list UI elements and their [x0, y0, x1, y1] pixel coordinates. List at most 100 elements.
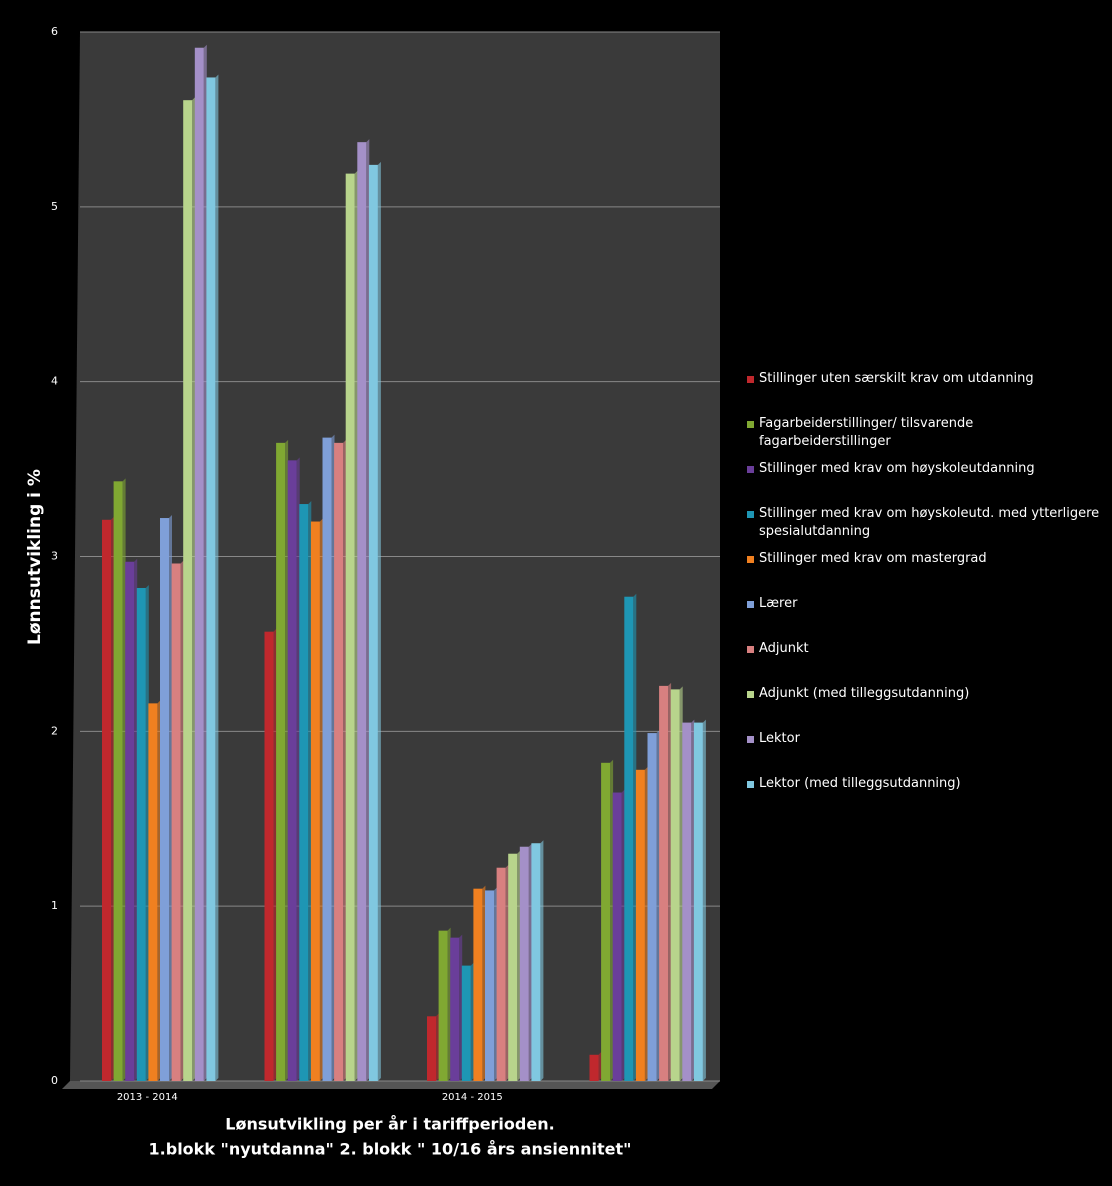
bar [531, 843, 541, 1081]
legend-item: Stillinger med krav om høyskoleutdanning [745, 460, 1105, 505]
bar-side [111, 516, 114, 1081]
bar-side [494, 887, 497, 1081]
bar [264, 631, 274, 1081]
bar [310, 521, 320, 1081]
bar [287, 460, 297, 1081]
legend-swatch [747, 556, 754, 563]
bar [496, 867, 506, 1081]
legend-swatch [747, 646, 754, 653]
bar [368, 164, 378, 1081]
bar-side [470, 962, 474, 1081]
legend-item: Stillinger uten særskilt krav om utdanni… [745, 370, 1105, 415]
bar-side [540, 840, 544, 1081]
bar-side [192, 97, 196, 1081]
bar-side [482, 885, 486, 1081]
bar [206, 77, 216, 1081]
legend-item: Stillinger med krav om høyskoleutd. med … [745, 505, 1105, 550]
bar-side [598, 1051, 602, 1081]
bar-side [354, 170, 358, 1082]
bar [171, 563, 181, 1081]
bar-side [679, 686, 683, 1081]
bar-side [273, 628, 277, 1081]
legend-label: Stillinger med krav om høyskoleutd. med … [759, 506, 1100, 539]
bar [334, 442, 344, 1081]
legend-swatch [747, 466, 754, 473]
legend-label: Fagarbeiderstillinger/ tilsvarende fagar… [759, 416, 974, 449]
bar-side [331, 434, 335, 1081]
bar [102, 519, 111, 1081]
bar-side [285, 439, 289, 1081]
legend-swatch [747, 376, 754, 383]
bar [194, 47, 204, 1082]
bar [508, 853, 518, 1081]
bar-side [621, 789, 625, 1081]
x-axis-label: 1.blokk "nyutdanna" 2. blokk " 10/16 års… [149, 1140, 632, 1159]
legend-item: Stillinger med krav om mastergrad [745, 550, 1105, 595]
bar [136, 587, 146, 1081]
legend-item: Adjunkt (med tilleggsutdanning) [745, 685, 1105, 730]
legend-label: Stillinger med krav om mastergrad [759, 551, 987, 566]
bar [438, 930, 448, 1081]
legend-swatch [747, 691, 754, 698]
y-tick-label: 5 [51, 200, 58, 213]
bar-side [377, 161, 381, 1081]
legend-item: Adjunkt [745, 640, 1105, 685]
legend-swatch [747, 781, 754, 788]
bar [635, 769, 645, 1081]
bar [357, 142, 367, 1081]
y-tick-label: 3 [51, 550, 58, 563]
bar [519, 846, 529, 1081]
legend: Stillinger uten særskilt krav om utdanni… [745, 370, 1105, 820]
legend-label: Lektor (med tilleggsutdanning) [759, 776, 961, 791]
bar [160, 518, 169, 1081]
bar [624, 596, 634, 1081]
bar-side [134, 558, 138, 1081]
bar-side [169, 515, 172, 1081]
bar-side [308, 501, 312, 1081]
bar-side [447, 927, 451, 1081]
bar-side [122, 478, 126, 1081]
bar-side [296, 457, 300, 1081]
y-tick-label: 0 [51, 1074, 58, 1087]
bar-side [610, 759, 614, 1081]
bar [183, 100, 193, 1081]
bar [276, 442, 286, 1081]
bar-side [203, 44, 207, 1082]
bar [612, 792, 622, 1081]
bar-side [528, 843, 532, 1081]
bar [601, 762, 611, 1081]
x-tick-label: 2013 - 2014 [117, 1092, 178, 1103]
bar-side [691, 719, 695, 1081]
bar [148, 703, 158, 1081]
bar-side [366, 139, 370, 1081]
bar-side [215, 74, 219, 1081]
bar-side [656, 730, 660, 1081]
bar-side [459, 934, 463, 1081]
bar-side [319, 518, 323, 1081]
bar-side [644, 766, 648, 1081]
y-tick-label: 2 [51, 724, 58, 737]
bar [322, 437, 332, 1081]
x-axis-label: Lønsutvikling per år i tariffperioden. [225, 1115, 554, 1134]
bar [345, 173, 355, 1082]
bar-side [343, 439, 347, 1081]
bar-side [436, 1013, 439, 1081]
legend-swatch [747, 736, 754, 743]
legend-label: Lektor [759, 731, 800, 746]
bar [647, 733, 657, 1081]
bar [461, 965, 471, 1081]
bar [659, 685, 669, 1081]
bar [299, 504, 309, 1081]
legend-item: Lektor [745, 730, 1105, 775]
legend-label: Stillinger med krav om høyskoleutdanning [759, 461, 1035, 476]
legend-swatch [747, 601, 754, 608]
bar [125, 561, 135, 1081]
y-tick-label: 6 [51, 25, 58, 38]
legend-label: Adjunkt [759, 641, 809, 656]
legend-item: Lektor (med tilleggsutdanning) [745, 775, 1105, 820]
legend-swatch [747, 511, 754, 518]
legend-swatch [747, 421, 754, 428]
bar-side [668, 682, 672, 1081]
